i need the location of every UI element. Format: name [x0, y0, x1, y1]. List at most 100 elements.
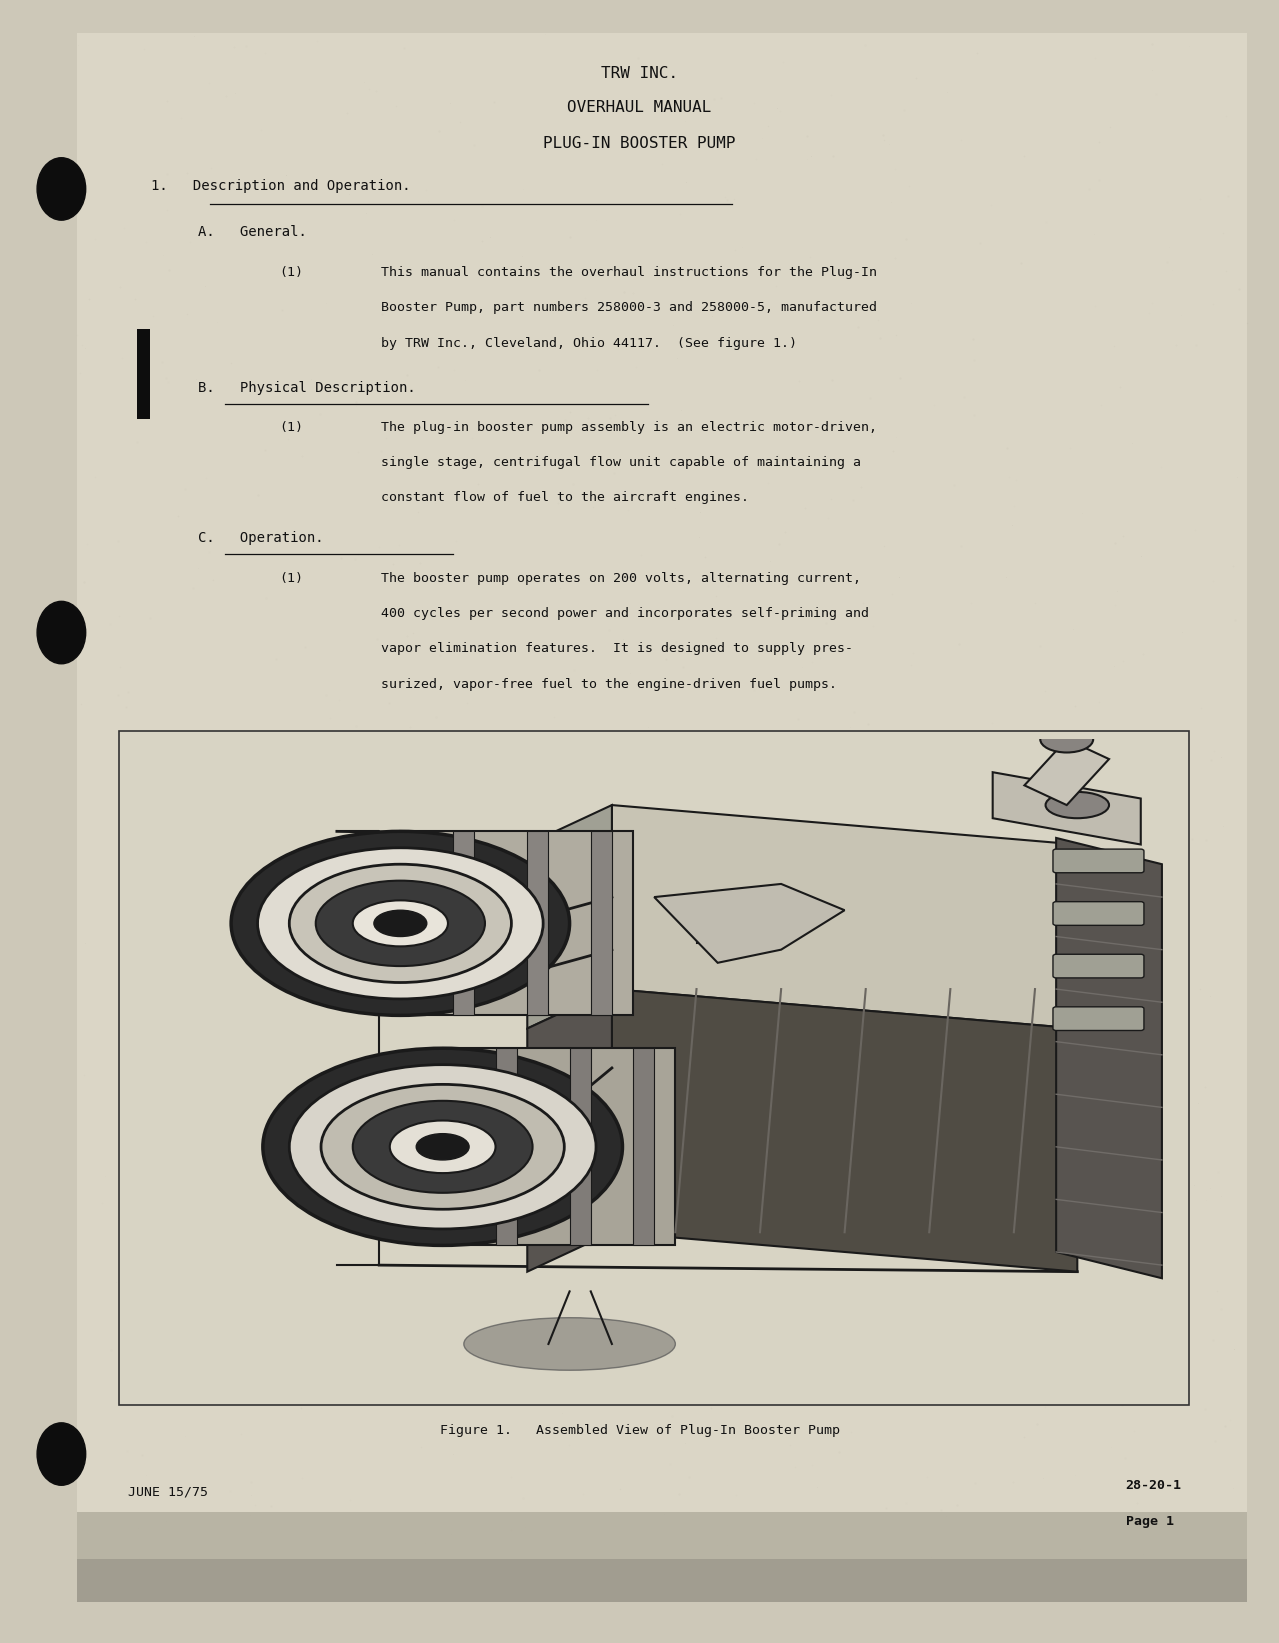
Point	[570, 785, 591, 812]
Point	[711, 1045, 732, 1071]
Point	[785, 1454, 806, 1480]
Point	[702, 302, 723, 329]
Point	[515, 1513, 536, 1539]
Point	[541, 879, 561, 905]
Point	[422, 1147, 443, 1173]
Point	[885, 245, 906, 271]
Point	[760, 549, 780, 575]
Point	[142, 928, 162, 955]
Point	[1102, 1150, 1123, 1176]
Point	[188, 555, 208, 582]
Point	[285, 1140, 306, 1167]
Point	[344, 833, 365, 859]
Point	[1100, 113, 1120, 140]
Point	[559, 1431, 579, 1457]
Point	[455, 933, 476, 960]
Point	[469, 905, 490, 932]
Point	[1219, 1406, 1239, 1433]
Point	[861, 384, 881, 411]
Point	[994, 900, 1014, 927]
Point	[851, 1052, 871, 1078]
Point	[440, 90, 460, 117]
Point	[480, 223, 500, 250]
Point	[531, 1213, 551, 1239]
Point	[1159, 233, 1179, 260]
Point	[1069, 1536, 1090, 1562]
Point	[972, 802, 993, 828]
Point	[692, 1101, 712, 1127]
Text: constant flow of fuel to the aircraft engines.: constant flow of fuel to the aircraft en…	[381, 491, 749, 504]
Point	[316, 682, 336, 708]
Point	[706, 626, 726, 652]
Point	[907, 64, 927, 90]
Point	[404, 1388, 425, 1415]
Point	[446, 452, 467, 478]
Point	[77, 531, 97, 557]
Point	[336, 100, 357, 127]
Point	[596, 1035, 616, 1061]
Point	[386, 848, 407, 874]
Point	[316, 289, 336, 315]
Point	[255, 1516, 275, 1543]
Point	[785, 1582, 806, 1608]
Point	[1003, 826, 1023, 853]
Point	[1122, 430, 1142, 457]
Point	[1104, 652, 1124, 679]
Point	[437, 961, 458, 987]
Polygon shape	[527, 989, 611, 1272]
Point	[523, 891, 544, 917]
Point	[538, 1145, 559, 1171]
Text: single stage, centrifugal flow unit capable of maintaining a: single stage, centrifugal flow unit capa…	[381, 455, 861, 468]
Point	[788, 706, 808, 733]
Point	[964, 1469, 985, 1495]
Point	[119, 974, 139, 1001]
Point	[903, 641, 923, 667]
Point	[648, 1262, 669, 1288]
Point	[146, 859, 166, 886]
Polygon shape	[654, 884, 844, 963]
Point	[555, 406, 576, 432]
Point	[1164, 851, 1184, 877]
Point	[669, 1254, 689, 1280]
Point	[600, 404, 620, 430]
Point	[994, 1236, 1014, 1262]
Point	[503, 840, 523, 866]
Point	[916, 1464, 936, 1490]
Text: C.   Operation.: C. Operation.	[198, 531, 324, 545]
Point	[1126, 1508, 1146, 1535]
Point	[1004, 493, 1024, 519]
Point	[469, 766, 490, 792]
Point	[760, 1219, 780, 1245]
Point	[347, 381, 367, 407]
Point	[1127, 1122, 1147, 1148]
Point	[701, 1160, 721, 1186]
Point	[946, 1492, 967, 1518]
Point	[1201, 746, 1221, 772]
Point	[611, 808, 632, 835]
Point	[74, 335, 95, 361]
Point	[907, 1328, 927, 1354]
Point	[276, 163, 297, 189]
Point	[597, 1147, 618, 1173]
Point	[671, 1001, 692, 1027]
Point	[1117, 1221, 1137, 1247]
Point	[198, 539, 219, 565]
Point	[345, 389, 366, 416]
Point	[949, 631, 969, 657]
Point	[271, 297, 292, 324]
Point	[459, 1130, 480, 1157]
Point	[1131, 1278, 1151, 1305]
Point	[1033, 813, 1054, 840]
Point	[1091, 1265, 1111, 1291]
Point	[79, 286, 100, 312]
Point	[1060, 435, 1081, 462]
Point	[553, 1400, 573, 1426]
Point	[550, 575, 570, 601]
Point	[1119, 1111, 1140, 1137]
Point	[726, 1160, 747, 1186]
Point	[1206, 1562, 1227, 1589]
Point	[1200, 983, 1220, 1009]
Point	[441, 1521, 462, 1548]
Point	[1042, 1374, 1063, 1400]
Point	[702, 1277, 723, 1303]
